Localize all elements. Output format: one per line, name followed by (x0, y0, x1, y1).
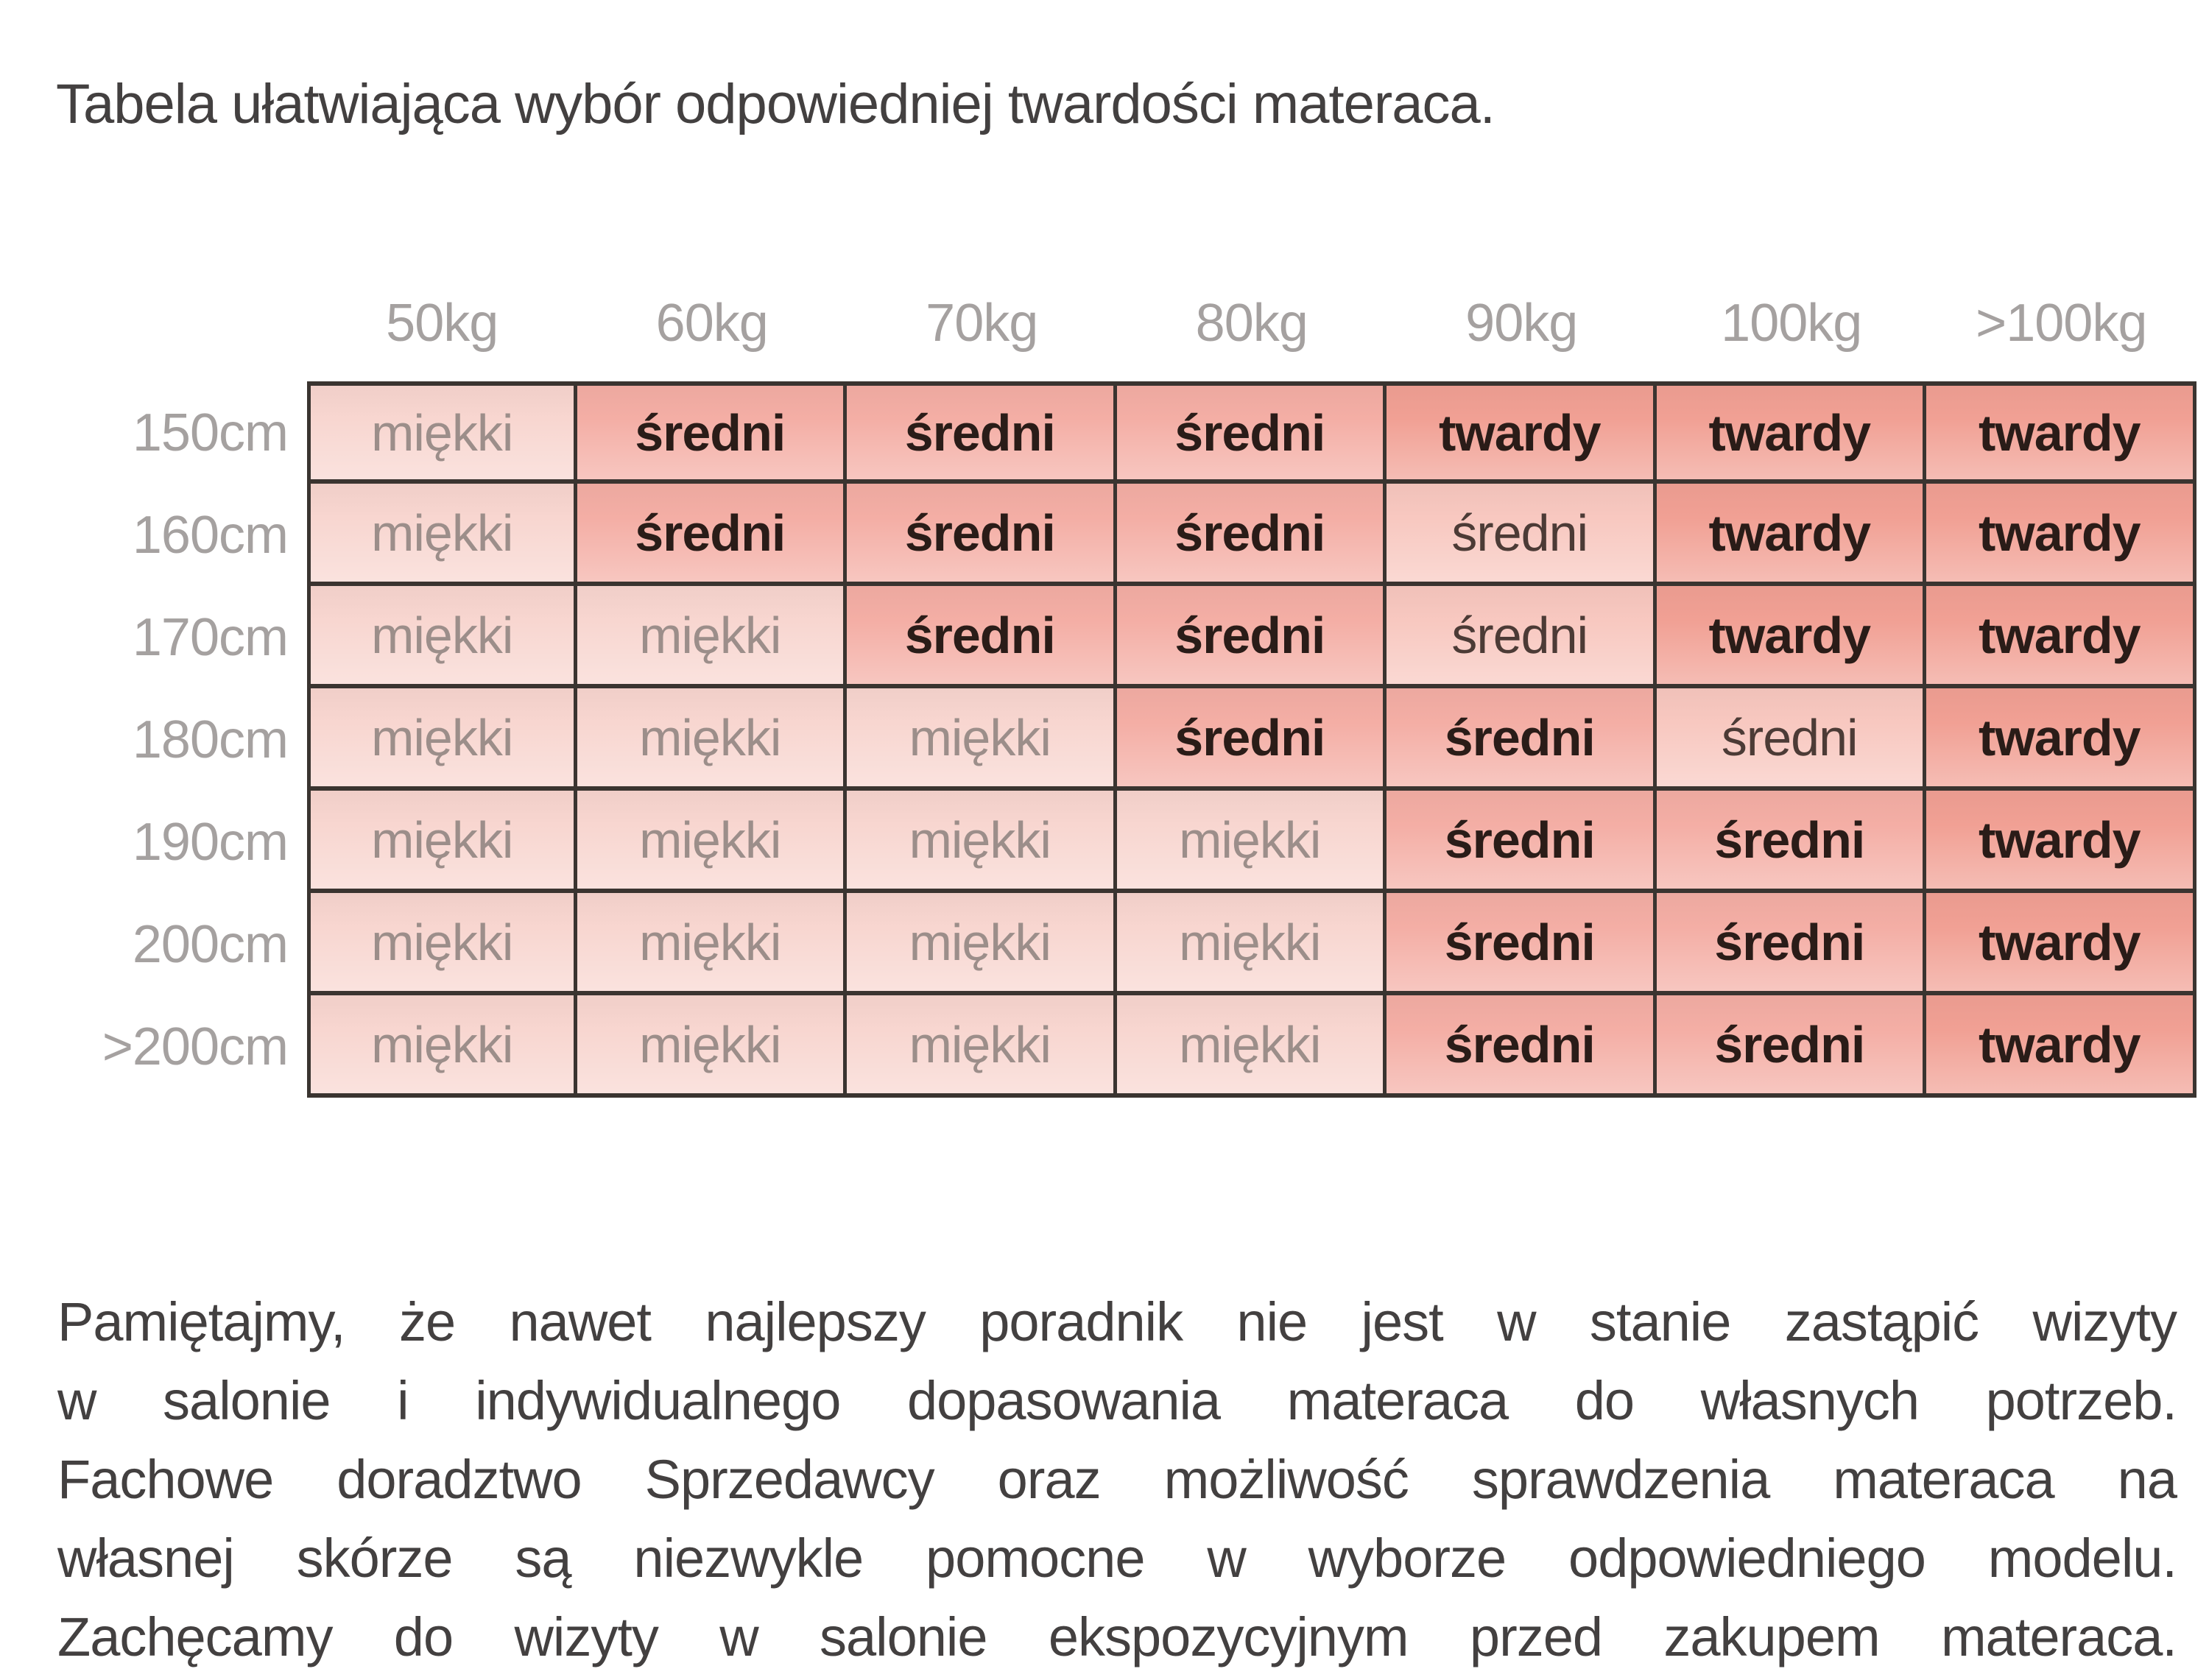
firmness-cell: średni (1387, 586, 1657, 688)
firmness-cell: średni (1387, 893, 1657, 995)
firmness-cell: średni (1387, 484, 1657, 586)
footer-line: w salonie i indywidualnego dopasowania m… (57, 1370, 2177, 1431)
firmness-cell: miękki (1116, 995, 1387, 1098)
firmness-cell: średni (1387, 995, 1657, 1098)
firmness-cell: miękki (577, 791, 847, 893)
firmness-cell: twardy (1926, 381, 2196, 484)
firmness-cell: średni (1116, 484, 1387, 586)
firmness-table: 50kg 60kg 70kg 80kg 90kg 100kg >100kg 150cm mięk… (55, 265, 2196, 1098)
firmness-cell: miękki (847, 893, 1117, 995)
firmness-cell: średni (847, 381, 1117, 484)
firmness-cell: średni (1116, 381, 1387, 484)
col-header-3: 80kg (1195, 294, 1308, 353)
firmness-cell: miękki (577, 893, 847, 995)
col-header-0: 50kg (386, 294, 498, 353)
firmness-cell: średni (577, 484, 847, 586)
firmness-cell: twardy (1926, 791, 2196, 893)
row-header-0: 150cm (132, 403, 289, 462)
col-header-5: 100kg (1721, 294, 1862, 353)
firmness-cell: miękki (577, 586, 847, 688)
firmness-cell: miękki (307, 586, 577, 688)
firmness-cell: miękki (307, 688, 577, 791)
firmness-cell: średni (1656, 688, 1926, 791)
row-header-3: 180cm (132, 710, 289, 769)
footer-paragraph: Pamiętajmy, że nawet najlepszy poradnik … (57, 1282, 2177, 1676)
firmness-cell: miękki (847, 995, 1117, 1098)
firmness-cell: twardy (1656, 484, 1926, 586)
firmness-cell: średni (1116, 688, 1387, 791)
firmness-cell: średni (1387, 688, 1657, 791)
footer-line: Zachęcamy do wizyty w salonie ekspozycyj… (57, 1606, 2177, 1667)
firmness-cell: średni (1656, 791, 1926, 893)
firmness-cell: miękki (577, 995, 847, 1098)
firmness-cell: średni (847, 484, 1117, 586)
firmness-cell: średni (1116, 586, 1387, 688)
firmness-cell: miękki (1116, 893, 1387, 995)
firmness-cell: miękki (307, 484, 577, 586)
firmness-cell: średni (1656, 893, 1926, 995)
firmness-cell: twardy (1926, 995, 2196, 1098)
row-header-6: >200cm (102, 1017, 289, 1076)
page-title: Tabela ułatwiająca wybór odpowiedniej tw… (56, 73, 1495, 135)
row-header-2: 170cm (132, 607, 289, 667)
col-header-2: 70kg (926, 294, 1038, 353)
firmness-cell: miękki (847, 791, 1117, 893)
footer-line: Fachowe doradztwo Sprzedawcy oraz możliw… (57, 1449, 2177, 1510)
firmness-cell: miękki (847, 688, 1117, 791)
firmness-cell: miękki (307, 381, 577, 484)
firmness-cell: twardy (1926, 893, 2196, 995)
col-header-4: 90kg (1465, 294, 1578, 353)
firmness-cell: twardy (1656, 381, 1926, 484)
col-header-6: >100kg (1976, 294, 2147, 353)
firmness-cell: średni (847, 586, 1117, 688)
footer-line: własnej skórze są niezwykle pomocne w wy… (57, 1528, 2177, 1589)
firmness-cell: miękki (307, 791, 577, 893)
firmness-cell: twardy (1926, 484, 2196, 586)
footer-line: Pamiętajmy, że nawet najlepszy poradnik … (57, 1291, 2177, 1352)
firmness-cell: miękki (577, 688, 847, 791)
firmness-cell: średni (1656, 995, 1926, 1098)
firmness-cell: miękki (307, 893, 577, 995)
firmness-cell: średni (1387, 791, 1657, 893)
firmness-cell: twardy (1926, 688, 2196, 791)
firmness-cell: twardy (1926, 586, 2196, 688)
firmness-cell: miękki (307, 995, 577, 1098)
firmness-cell: twardy (1387, 381, 1657, 484)
table-corner-spacer (55, 265, 307, 381)
row-header-4: 190cm (132, 812, 289, 872)
firmness-cell: miękki (1116, 791, 1387, 893)
row-header-5: 200cm (132, 914, 289, 974)
firmness-cell: średni (577, 381, 847, 484)
row-header-1: 160cm (132, 505, 289, 565)
col-header-1: 60kg (655, 294, 769, 353)
firmness-cell: twardy (1656, 586, 1926, 688)
